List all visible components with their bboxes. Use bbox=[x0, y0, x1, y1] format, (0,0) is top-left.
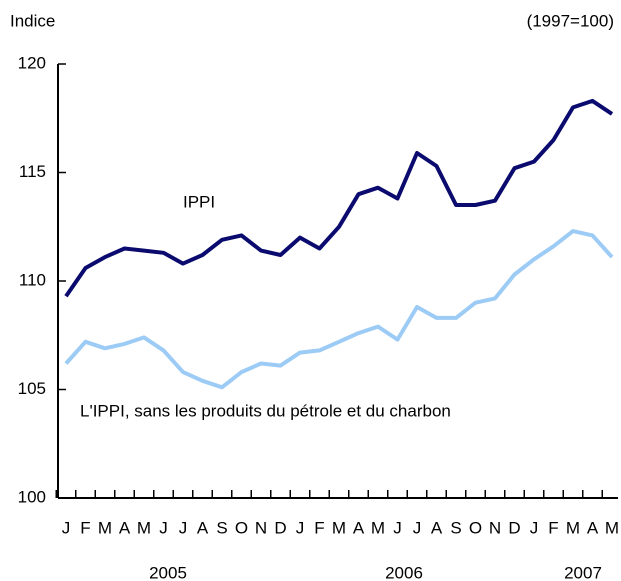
series-label: IPPI bbox=[183, 192, 215, 211]
year-label: 2005 bbox=[149, 563, 187, 581]
x-tick-label: J bbox=[62, 518, 71, 537]
series-label: L'IPPI, sans les produits du pétrole et … bbox=[80, 401, 451, 420]
y-tick-label: 115 bbox=[19, 162, 46, 181]
x-tick-label: F bbox=[548, 518, 558, 537]
x-tick-label: J bbox=[179, 518, 188, 537]
x-tick-label: M bbox=[566, 518, 580, 537]
x-tick-label: S bbox=[450, 518, 461, 537]
line-series bbox=[64, 229, 614, 390]
x-tick-label: M bbox=[371, 518, 385, 537]
y-tick-label: 105 bbox=[18, 379, 46, 398]
x-tick-label: A bbox=[119, 518, 131, 537]
x-tick-label: D bbox=[508, 518, 520, 537]
x-tick-label: M bbox=[98, 518, 112, 537]
y-tick-label: 120 bbox=[18, 53, 46, 72]
x-tick-label: J bbox=[413, 518, 422, 537]
x-tick-label: N bbox=[489, 518, 501, 537]
y-axis-label: Indice bbox=[10, 11, 55, 30]
x-tick-label: M bbox=[605, 518, 619, 537]
x-tick-label: N bbox=[255, 518, 267, 537]
y-tick-label: 100 bbox=[18, 487, 46, 506]
line-series bbox=[64, 98, 614, 298]
x-tick-label: D bbox=[274, 518, 286, 537]
annotation: (1997=100) bbox=[527, 11, 614, 30]
y-tick-label: 110 bbox=[19, 270, 46, 289]
x-tick-label: O bbox=[235, 518, 248, 537]
x-tick-label: M bbox=[137, 518, 151, 537]
x-tick-label: J bbox=[296, 518, 305, 537]
x-tick-label: F bbox=[80, 518, 90, 537]
x-tick-label: A bbox=[587, 518, 599, 537]
x-tick-label: A bbox=[197, 518, 209, 537]
x-tick-label: M bbox=[332, 518, 346, 537]
x-tick-label: J bbox=[393, 518, 402, 537]
x-tick-label: F bbox=[314, 518, 324, 537]
x-tick-label: S bbox=[216, 518, 227, 537]
year-label: 2007 bbox=[564, 563, 602, 581]
year-label: 2006 bbox=[385, 563, 423, 581]
x-tick-label: J bbox=[530, 518, 539, 537]
x-tick-label: J bbox=[159, 518, 168, 537]
x-tick-label: A bbox=[431, 518, 443, 537]
x-tick-label: O bbox=[469, 518, 482, 537]
x-tick-label: A bbox=[353, 518, 365, 537]
